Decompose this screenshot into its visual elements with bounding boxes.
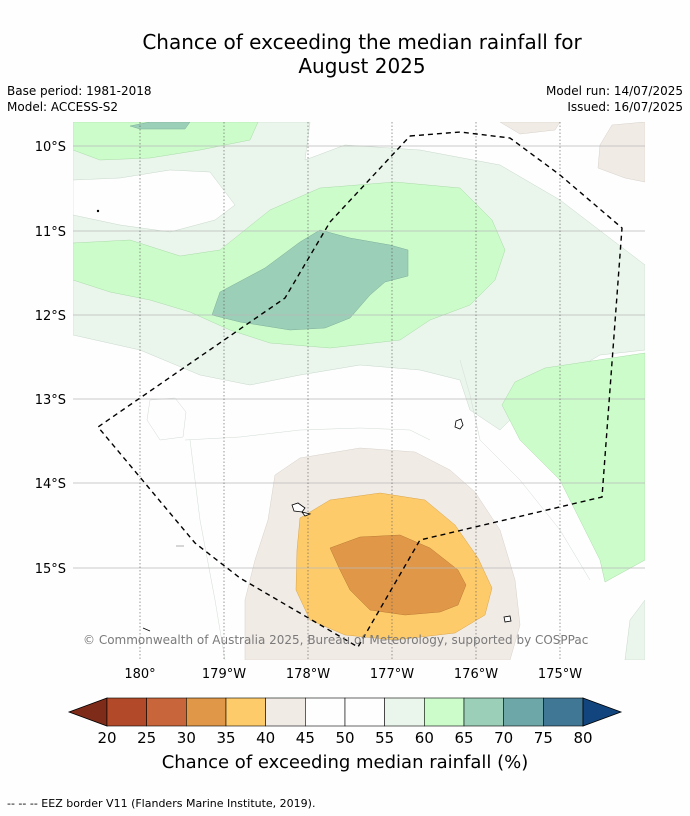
colorbar-tick-label: 20 xyxy=(97,729,116,747)
latitude-labels: 10°S 11°S 12°S 13°S 14°S 15°S xyxy=(35,140,66,577)
colorbar-tick-label: 30 xyxy=(177,729,196,747)
lon-label-177w: 177°W xyxy=(370,667,414,682)
colorbar-segment xyxy=(543,698,583,726)
colorbar-segment xyxy=(385,698,425,726)
lon-label-176w: 176°W xyxy=(454,667,498,682)
colorbar-tick-label: 55 xyxy=(375,729,394,747)
colorbar-tick-label: 80 xyxy=(573,729,592,747)
colorbar-segment xyxy=(424,698,464,726)
colorbar-arrow-high xyxy=(583,698,621,726)
colorbar-segment xyxy=(345,698,385,726)
colorbar-segment xyxy=(186,698,226,726)
island-4 xyxy=(504,616,511,622)
lat-label-13s: 13°S xyxy=(35,393,66,408)
colorbar-segment xyxy=(464,698,504,726)
lat-label-15s: 15°S xyxy=(35,562,66,577)
colorbar-segment xyxy=(305,698,345,726)
colorbar-segment xyxy=(147,698,187,726)
colorbar-tick-label: 75 xyxy=(534,729,553,747)
eez-footnote: -- -- -- EEZ border V11 (Flanders Marine… xyxy=(7,797,315,810)
lon-label-178w: 178°W xyxy=(286,667,330,682)
lon-label-175w: 175°W xyxy=(538,667,582,682)
colorbar-tick-label: 65 xyxy=(454,729,473,747)
colorbar-segment xyxy=(107,698,147,726)
lat-label-10s: 10°S xyxy=(35,140,66,155)
lat-label-14s: 14°S xyxy=(35,477,66,492)
colorbar-segment xyxy=(504,698,544,726)
colorbar-tick-label: 50 xyxy=(335,729,354,747)
lon-label-179w: 179°W xyxy=(202,667,246,682)
colorbar-tick-label: 35 xyxy=(216,729,235,747)
colorbar-tick-label: 70 xyxy=(494,729,513,747)
colorbar-segment xyxy=(226,698,266,726)
colorbar-segment xyxy=(266,698,306,726)
colorbar: 20 25 30 35 40 45 50 55 60 65 70 75 80 xyxy=(69,698,621,747)
lat-label-12s: 12°S xyxy=(35,309,66,324)
probability-field xyxy=(73,122,645,660)
copyright-notice: © Commonwealth of Australia 2025, Bureau… xyxy=(83,633,588,647)
colorbar-label: Chance of exceeding median rainfall (%) xyxy=(0,752,690,773)
island-5 xyxy=(97,210,99,212)
colorbar-tick-label: 25 xyxy=(137,729,156,747)
lon-label-180: 180° xyxy=(124,667,155,682)
longitude-labels: 180° 179°W 178°W 177°W 176°W 175°W xyxy=(124,667,582,682)
colorbar-tick-label: 40 xyxy=(256,729,275,747)
lat-label-11s: 11°S xyxy=(35,225,66,240)
forecast-map: 10°S 11°S 12°S 13°S 14°S 15°S 180° 179°W… xyxy=(0,0,690,816)
colorbar-tick-label: 45 xyxy=(296,729,315,747)
colorbar-tick-label: 60 xyxy=(415,729,434,747)
colorbar-arrow-low xyxy=(69,698,107,726)
